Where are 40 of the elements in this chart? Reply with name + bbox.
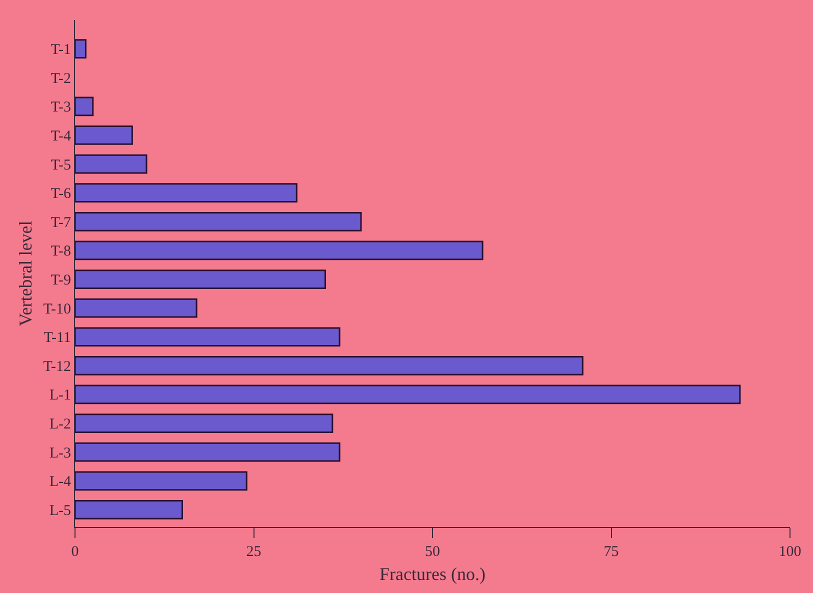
y-tick-label: L-4 bbox=[49, 474, 72, 490]
y-tick-label: T-4 bbox=[50, 128, 72, 144]
y-tick-label: T-11 bbox=[44, 330, 71, 346]
bar bbox=[75, 183, 298, 203]
y-tick-label: T-10 bbox=[43, 301, 71, 318]
x-tick-label: 100 bbox=[778, 544, 802, 560]
bar bbox=[75, 154, 148, 174]
y-tick-label: L-1 bbox=[49, 388, 71, 404]
y-tick-label: L-2 bbox=[49, 416, 71, 433]
y-tick-label: T-3 bbox=[50, 100, 71, 116]
bar bbox=[75, 96, 94, 116]
y-tick-label: T-1 bbox=[50, 42, 71, 58]
bar bbox=[75, 414, 334, 433]
y-tick-label: T-8 bbox=[50, 244, 71, 260]
y-tick-label: T-5 bbox=[50, 157, 71, 174]
bar bbox=[75, 298, 198, 318]
bar bbox=[75, 442, 340, 462]
bar bbox=[75, 471, 248, 491]
bar bbox=[75, 384, 741, 404]
bar bbox=[75, 39, 86, 58]
x-tick-label: 25 bbox=[246, 544, 262, 560]
y-tick-label: T-9 bbox=[50, 272, 71, 289]
y-tick-label: T-7 bbox=[50, 214, 72, 231]
y-axis-title: Vertebral level bbox=[15, 220, 36, 326]
bar bbox=[75, 240, 484, 260]
y-tick-label: L-5 bbox=[49, 502, 71, 519]
bar bbox=[75, 270, 326, 289]
x-tick-label: 50 bbox=[425, 544, 440, 560]
x-tick-label: 0 bbox=[71, 544, 79, 560]
bar bbox=[75, 126, 133, 145]
x-axis-title: Fractures (no.) bbox=[380, 564, 486, 584]
y-tick-label: T-12 bbox=[43, 358, 71, 375]
bar bbox=[75, 500, 183, 520]
bar bbox=[75, 327, 340, 347]
x-tick-label: 75 bbox=[604, 544, 619, 560]
y-tick-label: L-3 bbox=[49, 445, 71, 462]
y-tick-label: T-6 bbox=[50, 186, 72, 202]
bar bbox=[75, 356, 584, 376]
bar bbox=[75, 212, 362, 232]
y-tick-label: T-2 bbox=[50, 70, 71, 87]
